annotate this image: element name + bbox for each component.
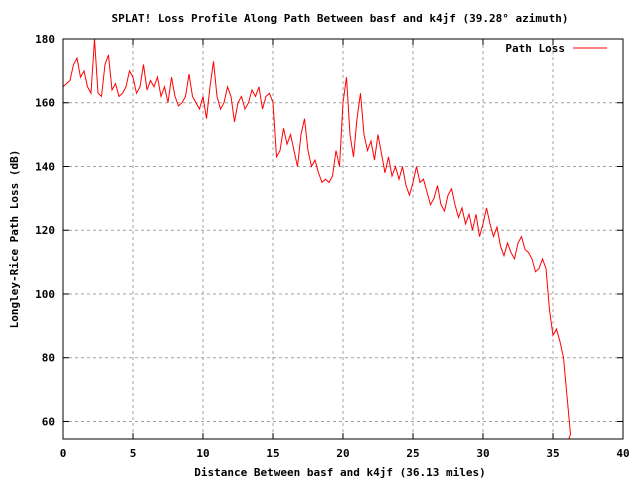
x-tick-label: 20 <box>336 447 349 460</box>
y-tick-label: 100 <box>35 288 55 301</box>
path-loss-line <box>62 38 572 440</box>
grid <box>63 39 623 439</box>
x-tick-label: 10 <box>196 447 209 460</box>
x-tick-label: 5 <box>130 447 137 460</box>
legend-label: Path Loss <box>505 42 565 55</box>
x-tick-label: 25 <box>406 447 419 460</box>
plot-border <box>62 38 624 440</box>
x-tick-label: 15 <box>266 447 279 460</box>
x-tick-label: 30 <box>476 447 489 460</box>
y-tick-label: 60 <box>42 415 55 428</box>
y-axis-label: Longley-Rice Path Loss (dB) <box>8 150 21 329</box>
y-tick-label: 120 <box>35 224 55 237</box>
x-tick-label: 40 <box>616 447 629 460</box>
x-tick-label: 0 <box>60 447 67 460</box>
y-tick-label: 80 <box>42 352 55 365</box>
y-tick-label: 140 <box>35 160 55 173</box>
y-tick-label: 160 <box>35 97 55 110</box>
x-axis-label: Distance Between basf and k4jf (36.13 mi… <box>194 466 485 479</box>
y-tick-label: 180 <box>35 33 55 46</box>
chart-title: SPLAT! Loss Profile Along Path Between b… <box>112 12 569 25</box>
x-tick-label: 35 <box>546 447 559 460</box>
legend: Path Loss <box>505 42 607 55</box>
axis-ticks: 0 5 10 15 20 25 30 35 40 60 80 100 120 140 160 180 <box>35 33 630 460</box>
